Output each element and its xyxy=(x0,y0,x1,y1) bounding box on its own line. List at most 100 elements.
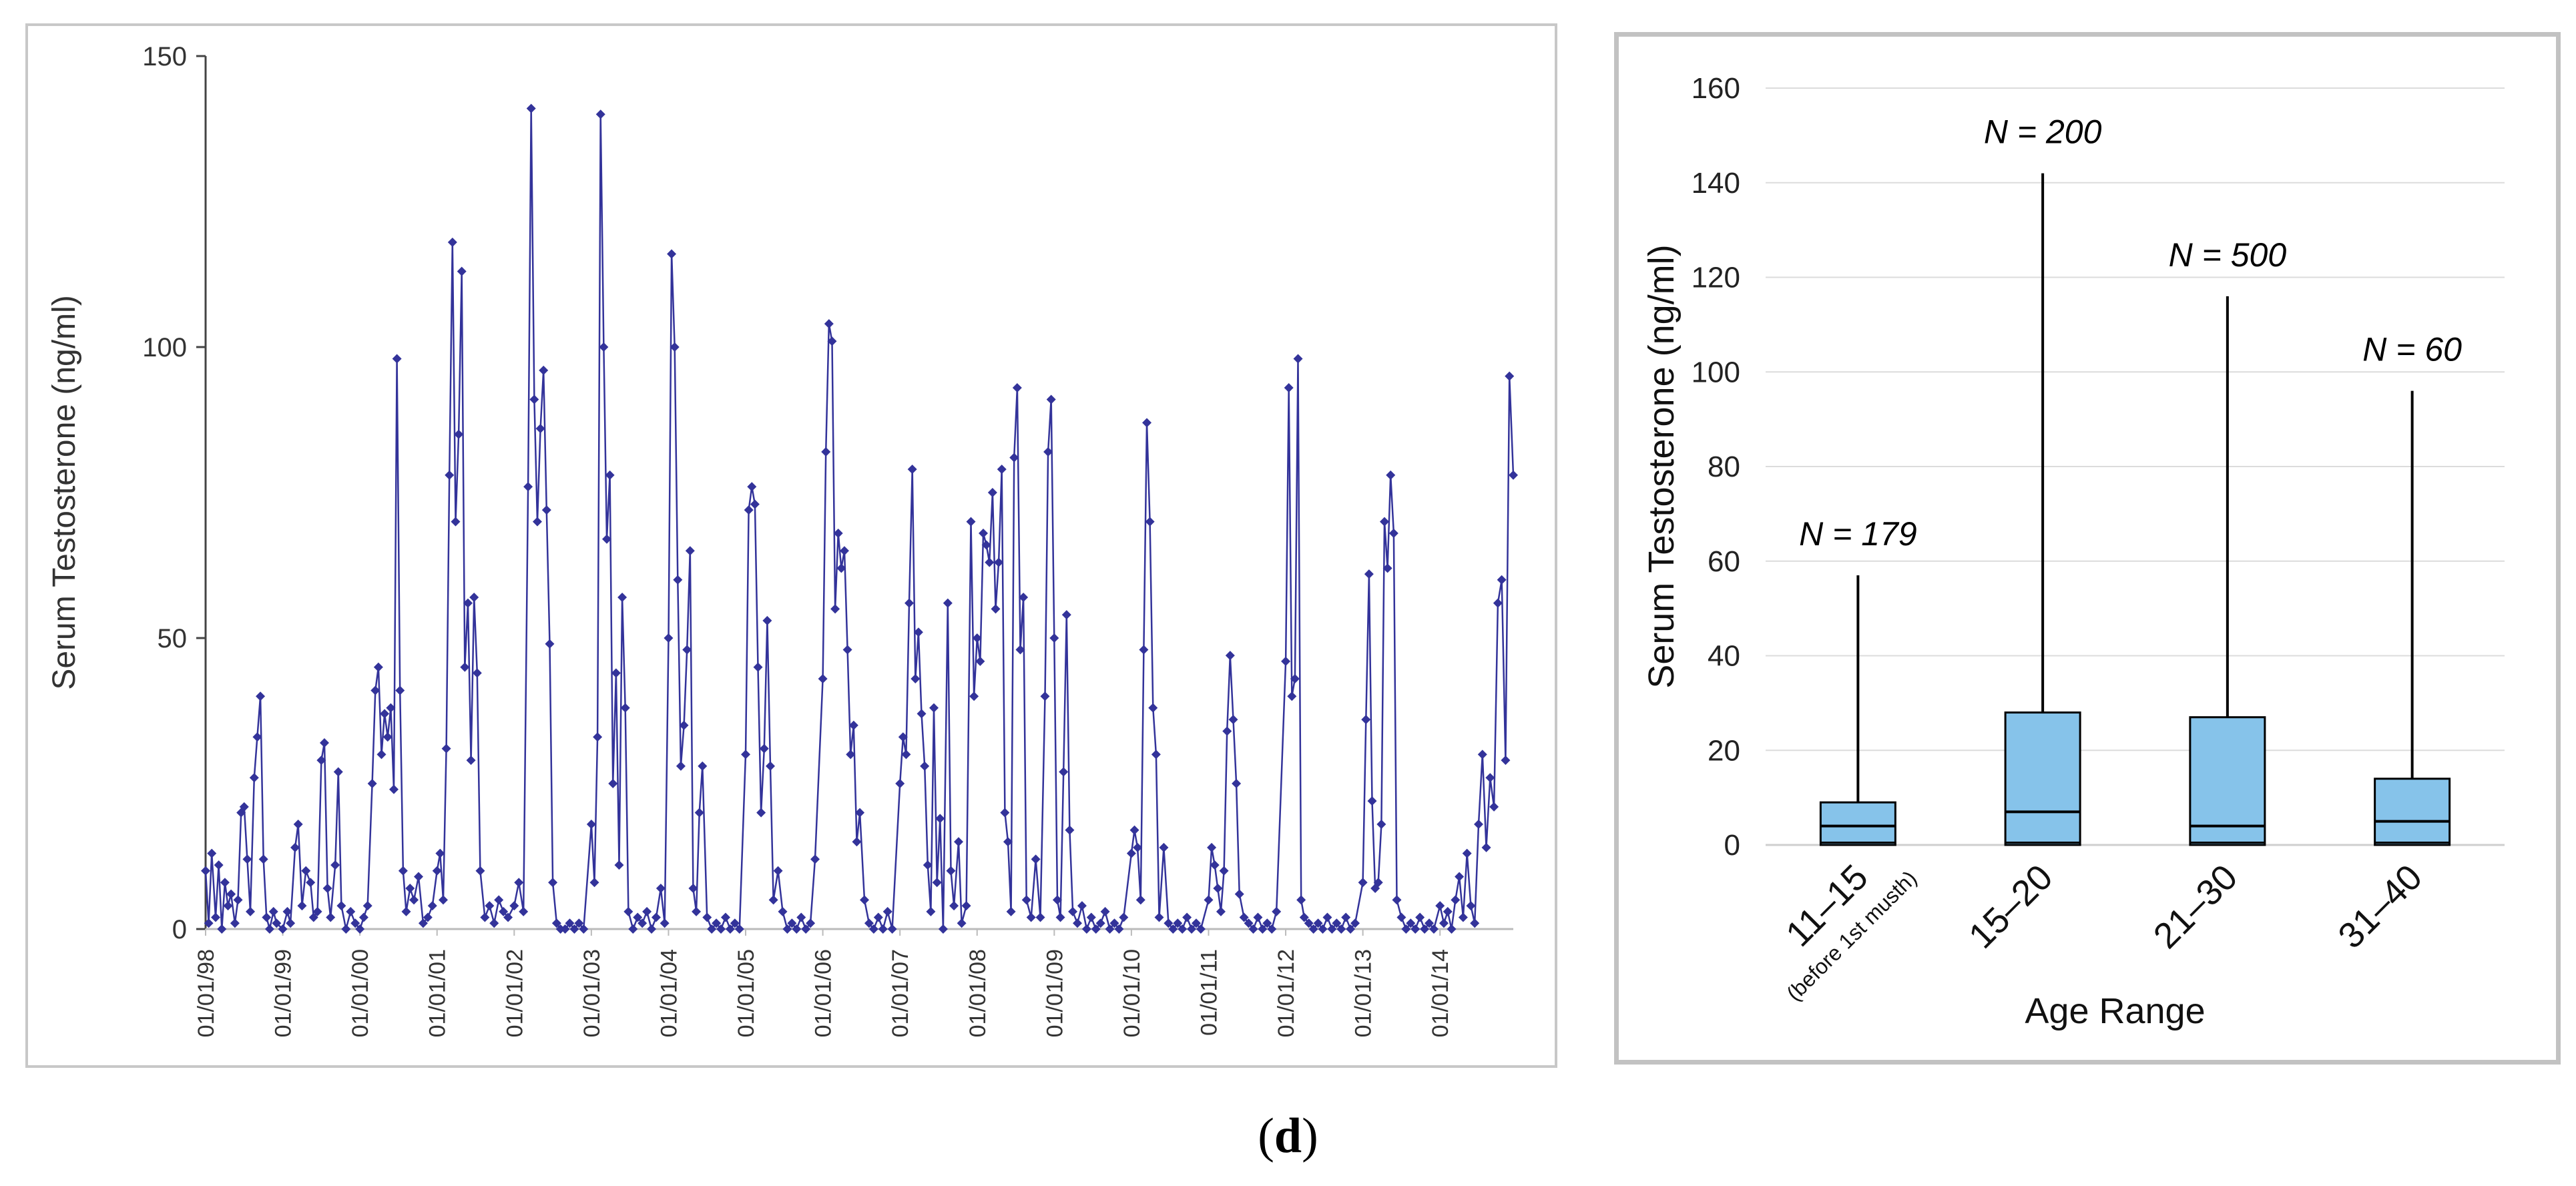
line-x-tick-label: 01/01/02 xyxy=(502,949,527,1037)
line-data-point xyxy=(1232,779,1242,788)
line-data-point xyxy=(1392,895,1402,905)
line-data-point xyxy=(1388,529,1398,539)
line-data-point xyxy=(1262,918,1272,928)
line-data-point xyxy=(226,889,236,899)
line-x-tick-label: 01/01/05 xyxy=(734,949,759,1037)
line-data-point xyxy=(911,674,921,684)
box-category-label: 31–40 xyxy=(2330,857,2430,956)
line-data-point xyxy=(1299,912,1309,922)
line-data-point xyxy=(326,912,336,922)
line-data-point xyxy=(1059,767,1069,777)
line-data-point xyxy=(620,703,630,713)
line-data-point xyxy=(1509,470,1518,480)
line-data-point xyxy=(447,238,457,248)
line-data-point xyxy=(389,784,399,794)
line-data-point xyxy=(1361,715,1371,725)
line-data-point xyxy=(457,266,467,276)
line-data-point xyxy=(579,924,589,934)
line-data-point xyxy=(1000,808,1010,818)
line-data-point xyxy=(1065,825,1075,835)
line-data-point xyxy=(214,860,224,870)
line-data-point xyxy=(207,848,217,858)
line-data-point xyxy=(917,709,927,719)
line-data-point xyxy=(541,505,551,515)
line-data-point xyxy=(1470,918,1480,928)
line-data-point xyxy=(330,860,340,870)
line-data-point xyxy=(256,691,266,701)
line-data-point xyxy=(595,109,605,119)
line-data-point xyxy=(1187,924,1197,934)
line-data-point xyxy=(1213,883,1223,893)
box-iqr xyxy=(1819,801,1896,846)
line-data-point xyxy=(1164,918,1174,928)
line-data-point xyxy=(1501,756,1511,766)
line-chart-panel: 0 50 100 150 Serum Testosterone (ng/ml) 01/01… xyxy=(25,23,1557,1068)
line-data-point xyxy=(637,918,648,928)
line-x-tick-label: 01/01/10 xyxy=(1119,949,1145,1037)
line-data-point xyxy=(1145,517,1155,527)
line-data-point xyxy=(923,860,933,870)
line-data-point xyxy=(1073,918,1082,928)
line-data-point xyxy=(560,924,570,934)
line-data-point xyxy=(1382,563,1392,573)
line-data-point xyxy=(707,924,717,934)
line-data-point xyxy=(519,906,529,916)
line-data-point xyxy=(1100,906,1110,916)
line-data-point xyxy=(712,918,722,928)
line-data-point xyxy=(262,912,272,922)
line-series xyxy=(204,108,1515,932)
line-data-point xyxy=(1207,842,1217,852)
line-data-point xyxy=(1458,912,1468,922)
box-n-label: N = 179 xyxy=(1799,515,1917,553)
line-data-point xyxy=(633,912,643,922)
line-data-point xyxy=(489,918,499,928)
line-data-point xyxy=(725,924,735,934)
line-data-point xyxy=(322,883,332,893)
line-data-point xyxy=(1443,906,1453,916)
line-data-point xyxy=(1439,918,1449,928)
line-x-tick-label: 01/01/99 xyxy=(271,949,296,1037)
line-x-tick-label: 01/01/12 xyxy=(1274,949,1299,1037)
line-data-point xyxy=(1481,842,1491,852)
line-data-point xyxy=(1435,901,1445,911)
line-data-point xyxy=(954,837,964,847)
line-data-point xyxy=(1497,575,1507,585)
line-data-point xyxy=(249,773,259,783)
line-data-point xyxy=(1003,837,1013,847)
line-x-tick-label: 01/01/13 xyxy=(1351,949,1376,1037)
line-data-point xyxy=(642,906,652,916)
line-data-point xyxy=(806,918,816,928)
line-data-point xyxy=(1350,918,1360,928)
line-data-point xyxy=(1322,912,1332,922)
line-data-point xyxy=(756,808,766,818)
line-data-point xyxy=(382,732,393,742)
line-data-point xyxy=(346,906,356,916)
line-data-point xyxy=(514,878,524,888)
line-data-point xyxy=(694,808,704,818)
line-data-point xyxy=(1040,691,1050,701)
line-data-point xyxy=(1410,924,1421,934)
line-data-point xyxy=(1129,825,1139,835)
line-data-point xyxy=(485,901,495,911)
line-data-point xyxy=(873,912,883,922)
line-data-point xyxy=(445,470,455,480)
line-data-point xyxy=(688,883,698,893)
line-data-point xyxy=(991,604,1001,614)
line-data-point xyxy=(1234,889,1244,899)
line-data-point xyxy=(796,912,806,922)
line-data-point xyxy=(494,895,504,905)
line-data-point xyxy=(824,319,834,329)
line-data-point xyxy=(1346,924,1356,934)
line-data-point xyxy=(1191,918,1201,928)
line-data-point xyxy=(230,918,240,928)
box-chart-panel: 0 20 40 60 80 100 120 140 160 Serum Testosterone … xyxy=(1614,32,2561,1065)
line-data-point xyxy=(1159,842,1169,852)
line-data-point xyxy=(766,761,776,771)
line-data-point xyxy=(868,924,878,934)
line-data-point xyxy=(1026,912,1036,922)
line-data-point xyxy=(1139,645,1149,655)
line-data-point xyxy=(1133,842,1143,852)
box-y-tick-label: 20 xyxy=(1708,734,1740,767)
line-data-point xyxy=(926,906,936,916)
line-data-point xyxy=(593,732,603,742)
